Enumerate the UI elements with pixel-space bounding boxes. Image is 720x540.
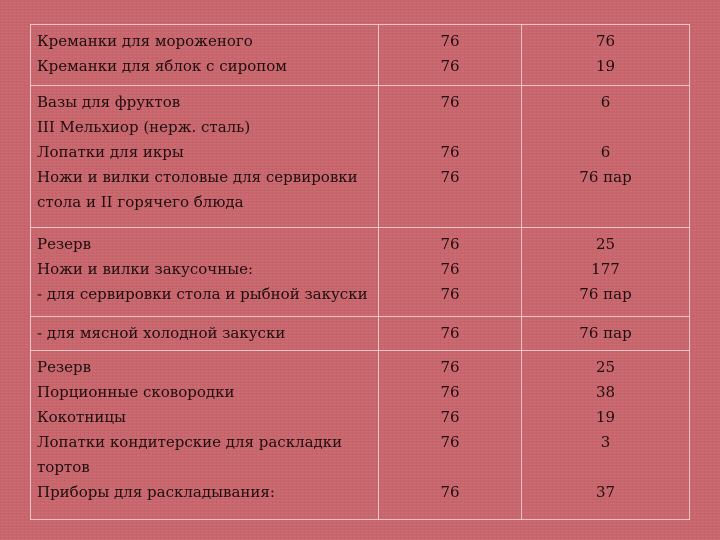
cell-line: 76 xyxy=(440,433,460,452)
item-name-cell: Креманки для мороженого Креманки для ябло… xyxy=(30,23,379,87)
cell-line: 19 xyxy=(595,57,616,75)
cell-line: 76 xyxy=(440,323,460,342)
count-cell: 25 177 76 пар xyxy=(521,227,690,317)
quantity-cell: 76 76 76 76 76 xyxy=(378,350,522,520)
cell-line: 76 пар xyxy=(579,285,632,304)
cell-line: 76 xyxy=(440,93,460,112)
cell-line: - для мясной холодной закуски xyxy=(37,323,286,342)
cell-line: 38 xyxy=(595,383,616,402)
table-row: Резерв Ножи и вилки закусочные: - для серв… xyxy=(30,227,690,317)
cell-line: 76 xyxy=(440,285,460,304)
cell-line: 76 xyxy=(595,32,616,50)
cell-line: 76 xyxy=(440,358,460,377)
cell-line: 25 xyxy=(595,358,616,377)
count-cell: 76 пар xyxy=(521,315,690,352)
cell-line: 6 xyxy=(600,143,611,162)
cell-line: 76 xyxy=(440,235,460,254)
cell-line: Порционные сковородки xyxy=(37,383,235,402)
cell-line: Ножи и вилки закусочные: xyxy=(37,260,254,279)
cell-line: - для сервировки стола и рыбной закуски xyxy=(37,285,368,304)
cell-line: стола и II горячего блюда xyxy=(37,193,244,212)
item-name-cell: Резерв Порционные сковородки Кокотницы Лопа… xyxy=(30,350,379,520)
table-row: - для мясной холодной закуски 76 76 пар xyxy=(30,315,690,352)
cell-line xyxy=(385,455,515,480)
table-row: Резерв Порционные сковородки Кокотницы Лопа… xyxy=(30,350,690,520)
cell-line: 76 xyxy=(440,143,460,162)
cell-line: Лопатки для икры xyxy=(37,143,184,162)
item-name-cell: Резерв Ножи и вилки закусочные: - для серв… xyxy=(30,227,379,317)
count-cell: 6 6 76 пар xyxy=(521,85,690,229)
cell-line: Кокотницы xyxy=(37,408,126,427)
cell-line: Вазы для фруктов xyxy=(37,93,181,112)
cell-line: 76 xyxy=(440,168,460,187)
cell-line xyxy=(385,115,515,140)
count-cell: 76 19 xyxy=(521,23,690,87)
cell-line: 6 xyxy=(600,93,611,112)
cell-line: 37 xyxy=(595,483,616,502)
cell-line: 76 xyxy=(440,408,460,427)
cell-line: тортов xyxy=(37,458,90,477)
cell-line xyxy=(385,190,515,215)
cell-line: 76 xyxy=(440,260,460,279)
cell-line: Креманки для мороженого xyxy=(37,32,253,50)
cell-line: III Мельхиор (нерж. сталь) xyxy=(37,118,251,137)
count-cell: 25 38 19 3 37 xyxy=(521,350,690,520)
cell-line: Креманки для яблок с сиропом xyxy=(37,57,287,75)
inventory-table: Креманки для мороженого Креманки для ябло… xyxy=(30,23,690,520)
cell-line: Резерв xyxy=(37,235,92,254)
cell-line: 76 xyxy=(440,57,460,75)
quantity-cell: 76 76 xyxy=(378,23,522,87)
table-row: Креманки для мороженого Креманки для ябло… xyxy=(30,23,690,87)
cell-line: 76 xyxy=(440,32,460,50)
cell-line: Резерв xyxy=(37,358,92,377)
table-body: Креманки для мороженого Креманки для ябло… xyxy=(30,23,690,520)
cell-line: 19 xyxy=(595,408,616,427)
cell-line: 25 xyxy=(595,235,616,254)
cell-line: 3 xyxy=(600,433,611,452)
quantity-cell: 76 76 76 xyxy=(378,227,522,317)
cell-line: 76 xyxy=(440,383,460,402)
cell-line: 76 пар xyxy=(579,168,632,187)
cell-line: Приборы для раскладывания: xyxy=(37,483,275,502)
cell-line: 177 xyxy=(591,260,620,279)
cell-line: Лопатки кондитерские для раскладки xyxy=(37,433,343,452)
cell-line xyxy=(528,190,683,215)
inventory-table-container: Креманки для мороженого Креманки для ябло… xyxy=(30,23,690,520)
item-name-cell: Вазы для фруктов III Мельхиор (нерж. стал… xyxy=(30,85,379,229)
cell-line: 76 пар xyxy=(579,323,632,342)
quantity-cell: 76 xyxy=(378,315,522,352)
cell-line xyxy=(528,115,683,140)
cell-line: Ножи и вилки столовые для сервировки xyxy=(37,168,358,187)
cell-line xyxy=(528,455,683,480)
table-row: Вазы для фруктов III Мельхиор (нерж. стал… xyxy=(30,85,690,229)
item-name-cell: - для мясной холодной закуски xyxy=(30,315,379,352)
quantity-cell: 76 76 76 xyxy=(378,85,522,229)
cell-line: 76 xyxy=(440,483,460,502)
